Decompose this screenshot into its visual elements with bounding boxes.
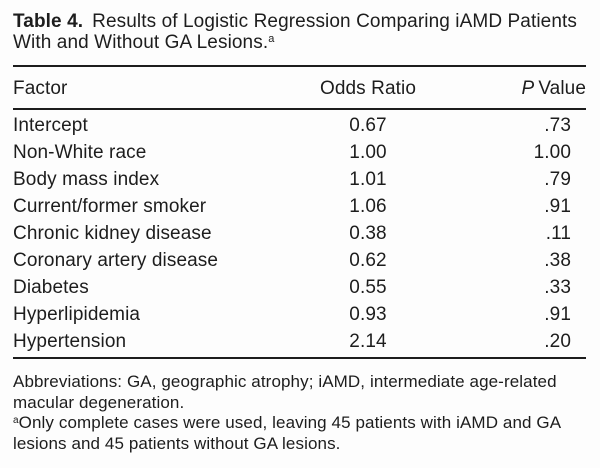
p-value-cell: .20 bbox=[544, 331, 571, 352]
footnote-a-line-2: lesions and 45 patients without GA lesio… bbox=[13, 433, 341, 453]
odds-ratio-cell: 0.67 bbox=[349, 115, 387, 136]
p-value-cell: .79 bbox=[544, 169, 571, 190]
table-row: Non-White race 1.00 1.00 bbox=[13, 139, 586, 166]
odds-ratio-cell: 2.14 bbox=[349, 331, 387, 352]
column-header-odds-ratio: Odds Ratio bbox=[253, 66, 483, 110]
factor-cell: Current/former smoker bbox=[13, 196, 207, 217]
table-row: Hypertension 2.14 .20 bbox=[13, 328, 586, 358]
title-footnote-marker: a bbox=[268, 33, 275, 45]
p-value-rest: Value bbox=[538, 78, 586, 99]
table-row: Diabetes 0.55 .33 bbox=[13, 274, 586, 301]
abbreviations-note-line-1: Abbreviations: GA, geographic atrophy; i… bbox=[13, 372, 557, 391]
column-header-p-value: P Value bbox=[483, 66, 586, 110]
odds-ratio-cell: 1.01 bbox=[349, 169, 387, 190]
p-value-cell: .91 bbox=[544, 304, 571, 325]
odds-ratio-cell: 1.00 bbox=[349, 142, 387, 163]
table-row: Hyperlipidemia 0.93 .91 bbox=[13, 301, 586, 328]
p-value-cell: .73 bbox=[544, 115, 571, 136]
table-row: Chronic kidney disease 0.38 .11 bbox=[13, 220, 586, 247]
table-header-row: Factor Odds Ratio P Value bbox=[13, 66, 586, 110]
p-value-cell: .91 bbox=[544, 196, 571, 217]
factor-cell: Intercept bbox=[13, 115, 88, 136]
table-title-text-2: With and Without GA Lesions. bbox=[13, 32, 269, 53]
odds-ratio-cell: 0.55 bbox=[349, 277, 387, 298]
table-number-label: Table 4. bbox=[13, 11, 84, 32]
factor-cell: Diabetes bbox=[13, 277, 89, 298]
table-title-line-1: Table 4. Results of Logistic Regression C… bbox=[13, 11, 586, 32]
p-value-cell: .33 bbox=[544, 277, 571, 298]
factor-cell: Non-White race bbox=[13, 142, 147, 163]
footnote-a-text-1: Only complete cases were used, leaving 4… bbox=[18, 413, 562, 432]
abbreviations-note-line-2: macular degeneration. bbox=[13, 392, 185, 412]
p-value-cell: 1.00 bbox=[533, 142, 571, 163]
p-value-italic-p: P bbox=[521, 78, 535, 99]
table-footnotes: Abbreviations: GA, geographic atrophy; i… bbox=[13, 372, 586, 454]
table-title-text-1: Results of Logistic Regression Comparing… bbox=[92, 11, 577, 32]
table-row: Body mass index 1.01 .79 bbox=[13, 166, 586, 193]
p-value-cell: .38 bbox=[544, 250, 571, 271]
factor-cell: Coronary artery disease bbox=[13, 250, 219, 271]
factor-cell: Body mass index bbox=[13, 169, 160, 190]
factor-cell: Hyperlipidemia bbox=[13, 304, 141, 325]
factor-cell: Hypertension bbox=[13, 331, 127, 352]
table-row: Current/former smoker 1.06 .91 bbox=[13, 193, 586, 220]
column-header-factor: Factor bbox=[13, 66, 253, 110]
logistic-regression-table: Factor Odds Ratio P Value Intercept 0.67 … bbox=[13, 65, 586, 359]
odds-ratio-cell: 0.62 bbox=[349, 250, 387, 271]
table-title: Table 4. Results of Logistic Regression C… bbox=[13, 11, 586, 53]
table-row: Intercept 0.67 .73 bbox=[13, 109, 586, 139]
footnote-a-line-1: aOnly complete cases were used, leaving … bbox=[13, 413, 586, 434]
odds-ratio-cell: 1.06 bbox=[349, 196, 387, 217]
table-title-line-2: With and Without GA Lesions.a bbox=[13, 32, 586, 53]
odds-ratio-cell: 0.93 bbox=[349, 304, 387, 325]
factor-cell: Chronic kidney disease bbox=[13, 223, 212, 244]
odds-ratio-cell: 0.38 bbox=[349, 223, 387, 244]
footnote-a-marker: a bbox=[13, 415, 19, 426]
p-value-cell: .11 bbox=[545, 223, 571, 244]
table-row: Coronary artery disease 0.62 .38 bbox=[13, 247, 586, 274]
